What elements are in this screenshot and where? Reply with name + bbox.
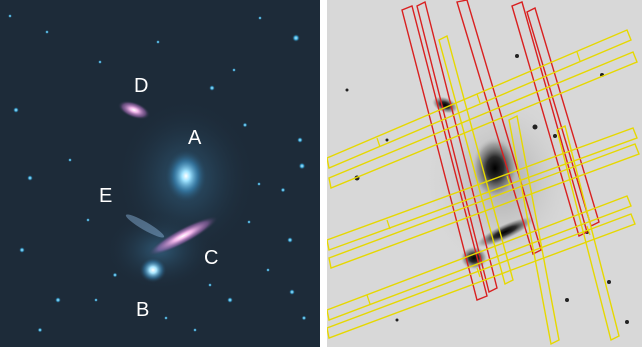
label-c: C — [204, 247, 218, 269]
yellow-slits — [327, 29, 640, 339]
label-a: A — [188, 127, 202, 149]
color-galaxy-image: D A E C B — [0, 0, 320, 347]
label-e: E — [99, 185, 112, 207]
label-d: D — [134, 75, 148, 97]
slit-overlay-canvas — [327, 0, 642, 347]
galaxy-e-streak — [125, 214, 165, 238]
galaxy-c — [147, 215, 219, 257]
galaxy-d — [117, 100, 151, 120]
galaxy-a — [164, 148, 208, 204]
negative-galaxy-a — [471, 136, 519, 200]
negative-galaxy-c — [474, 215, 536, 249]
red-slits — [401, 0, 600, 301]
yellow-steep-slits — [438, 34, 620, 346]
galaxy-b — [139, 257, 167, 283]
label-b: B — [136, 299, 149, 321]
color-image-canvas: D A E C B — [0, 0, 320, 347]
slit-segment-dividers — [366, 51, 591, 305]
star-field — [8, 14, 307, 333]
slit-overlay-image — [327, 0, 642, 347]
